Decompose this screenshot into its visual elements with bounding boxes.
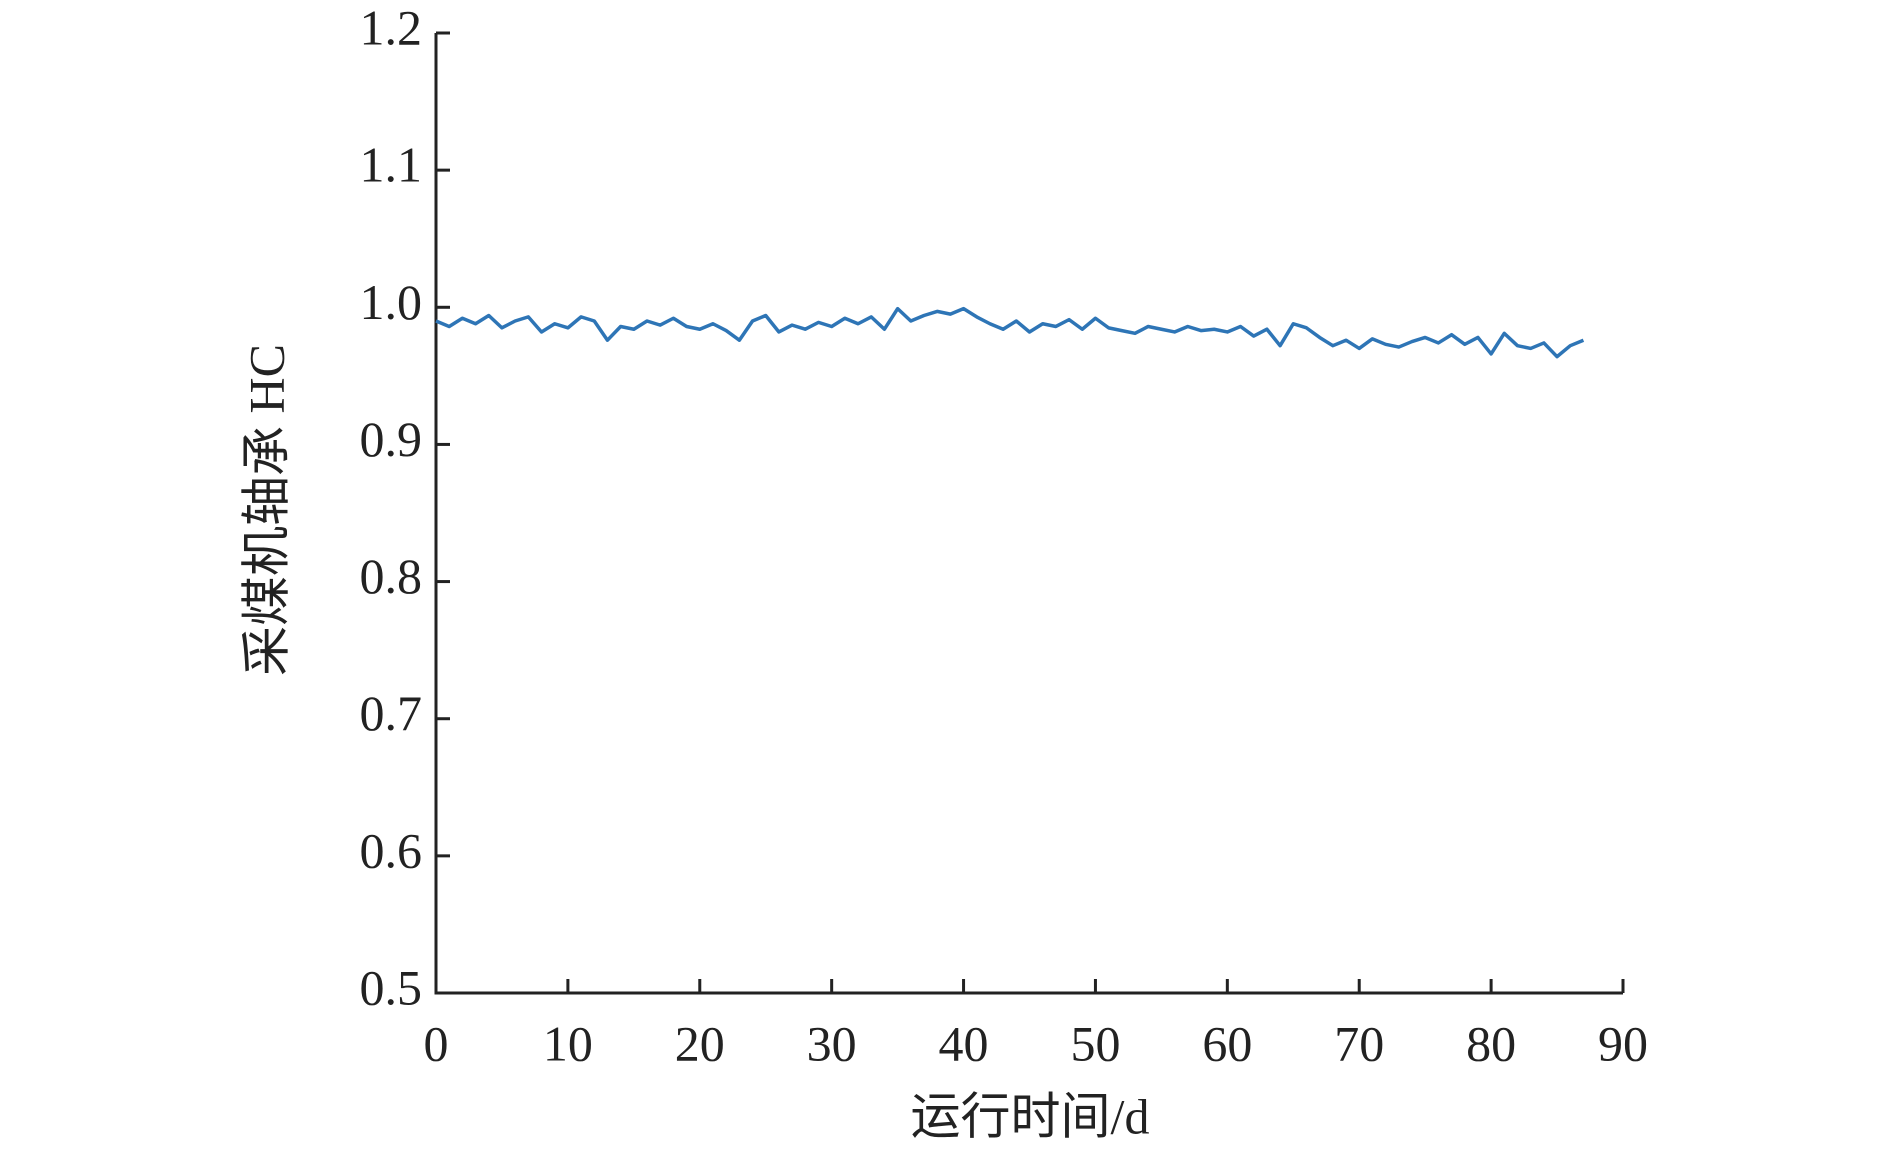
y-tick-label: 1.0 — [360, 274, 423, 330]
x-tick-label: 10 — [543, 1015, 593, 1071]
x-tick-label: 30 — [807, 1015, 857, 1071]
x-tick-label: 90 — [1598, 1015, 1648, 1071]
x-axis-label: 运行时间/d — [911, 1088, 1150, 1144]
y-tick-label: 1.1 — [360, 137, 423, 193]
y-axis-label: 采煤机轴承 HC — [238, 344, 294, 676]
data-line — [435, 306, 1585, 359]
x-tick-label: 0 — [424, 1015, 449, 1071]
x-tick-label: 80 — [1466, 1015, 1516, 1071]
x-tick-label: 50 — [1070, 1015, 1120, 1071]
x-tick-label: 60 — [1202, 1015, 1252, 1071]
y-tick-label: 0.5 — [360, 959, 423, 1015]
x-tick-label: 70 — [1334, 1015, 1384, 1071]
y-tick-label: 0.7 — [360, 685, 423, 741]
axis-line — [434, 33, 1623, 995]
y-tick-label: 1.2 — [360, 0, 423, 55]
x-tick-label: 40 — [939, 1015, 989, 1071]
y-tick-label: 0.9 — [360, 411, 423, 467]
y-tick-label: 0.6 — [360, 822, 423, 878]
x-tick-label: 20 — [675, 1015, 725, 1071]
y-tick-label: 0.8 — [360, 548, 423, 604]
